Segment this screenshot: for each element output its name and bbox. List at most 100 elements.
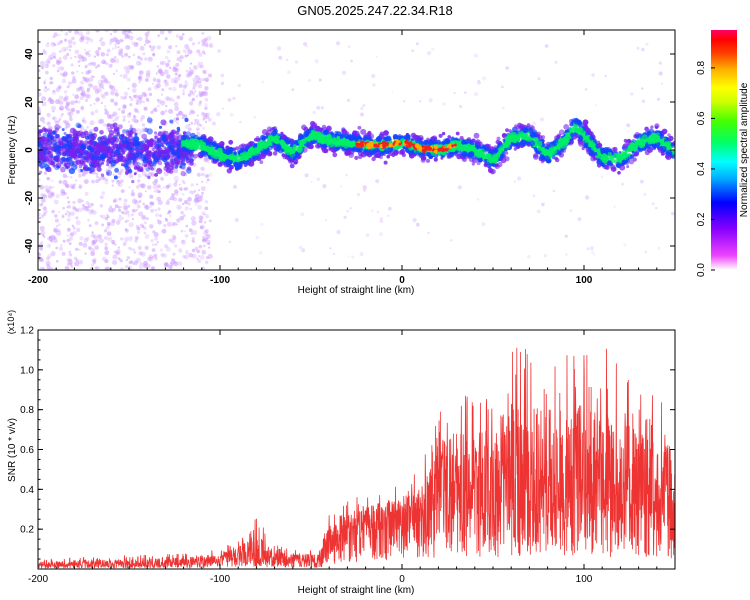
- spectrogram-noise-dot: [325, 219, 328, 222]
- spectrogram-noise-dot: [49, 76, 53, 81]
- spectrogram-noise-dot: [112, 207, 116, 212]
- spectrogram-band-dot: [176, 159, 181, 164]
- spectrogram-noise-dot: [82, 242, 88, 248]
- spectrogram-noise-dot: [221, 107, 224, 110]
- spectrogram-ridge-dot: [207, 151, 212, 156]
- spectrogram-noise-dot: [143, 221, 147, 225]
- spectrogram-noise-dot: [188, 252, 193, 258]
- spectrogram-noise-dot: [640, 179, 644, 184]
- spectrogram-noise-dot: [117, 42, 120, 45]
- spectrogram-noise-dot: [40, 241, 43, 244]
- spectrogram-ridge-dot: [604, 164, 610, 170]
- spectrogram-ridge-dot: [331, 138, 338, 145]
- spectrogram-band-dot: [38, 128, 41, 135]
- spectrogram-ridge-dot: [383, 160, 388, 165]
- spectrogram-band-dot: [110, 160, 117, 167]
- spectrogram-noise-dot: [83, 35, 88, 40]
- spectrogram-noise-dot: [143, 43, 146, 46]
- spectrogram-noise-dot: [68, 81, 71, 84]
- spectrogram-ridge-dot: [543, 148, 549, 155]
- spectrogram-noise-dot: [174, 244, 178, 248]
- spectrogram-noise-dot: [77, 60, 81, 63]
- spectrogram-noise-dot: [130, 248, 133, 251]
- spectrogram-noise-dot: [61, 215, 65, 219]
- spectrogram-noise-dot: [70, 211, 75, 216]
- spectrogram-ridge-dot: [652, 130, 656, 134]
- spectrogram-noise-dot: [42, 120, 46, 124]
- spectrogram-noise-dot: [110, 166, 113, 169]
- spectrogram-band-dot: [65, 157, 70, 162]
- spectrogram-noise-dot: [149, 205, 152, 209]
- spectrogram-noise-dot: [347, 98, 351, 102]
- spectrogram-noise-dot: [66, 196, 70, 199]
- spectrogram-band-dot: [138, 146, 143, 150]
- spectrogram-band-dot: [117, 124, 123, 130]
- spectrogram-noise-dot: [217, 49, 222, 53]
- spectrogram-noise-dot: [173, 101, 179, 107]
- spectrogram-noise-dot: [143, 260, 149, 266]
- spectrogram-noise-dot: [194, 74, 199, 79]
- spectrogram-ridge-dot: [505, 151, 509, 155]
- spectrogram-noise-dot: [66, 103, 69, 106]
- spectrogram-noise-dot: [501, 106, 505, 110]
- spectrogram-noise-dot: [78, 31, 83, 37]
- spectrogram-noise-dot: [118, 208, 122, 212]
- spectrogram-noise-dot: [190, 121, 193, 125]
- spectrogram-noise-dot: [131, 198, 138, 204]
- spectrogram-noise-dot: [154, 256, 158, 261]
- spectrogram-noise-dot: [135, 257, 141, 263]
- spectrogram-noise-dot: [85, 51, 90, 56]
- spectrogram-noise-dot: [205, 44, 209, 48]
- spectrogram-ridge-dot: [519, 133, 524, 138]
- spectrogram-ridge-dot: [534, 137, 539, 142]
- spectrogram-ridge-dot: [426, 152, 431, 157]
- spectrogram-noise-dot: [114, 243, 117, 246]
- spectrogram-noise-dot: [62, 191, 66, 195]
- spectrogram-noise-dot: [182, 113, 188, 119]
- spectrogram-ridge-dot: [266, 150, 273, 157]
- spectrogram-noise-dot: [104, 30, 109, 33]
- spectrogram-noise-dot: [87, 84, 90, 87]
- spectrogram-noise-dot: [188, 49, 193, 55]
- spectrogram-noise-dot: [123, 198, 128, 203]
- spectrogram-noise-dot: [97, 119, 103, 125]
- spectrogram-noise-dot: [105, 226, 110, 230]
- spectrogram-noise-dot: [118, 197, 122, 201]
- spectrogram-band-dot: [106, 172, 110, 176]
- spectrogram-noise-dot: [148, 45, 152, 48]
- spectrogram-noise-dot: [85, 41, 89, 45]
- spectrogram-ridge-dot: [502, 138, 506, 142]
- spectrogram-noise-dot: [118, 214, 122, 218]
- spectrogram-noise-dot: [202, 236, 205, 239]
- spectrogram-band-dot: [169, 144, 176, 151]
- spectrogram-noise-dot: [103, 123, 107, 127]
- spectrogram-noise-dot: [123, 30, 127, 33]
- spectrogram-noise-dot: [59, 40, 63, 44]
- spectrogram-ridge-dot: [459, 135, 464, 140]
- spectrogram-noise-dot: [117, 175, 121, 179]
- spectrogram-band-dot: [86, 145, 93, 151]
- spectrogram-noise-dot: [90, 263, 95, 267]
- spectrogram-ridge-dot: [444, 138, 451, 145]
- spectrogram-noise-dot: [541, 202, 545, 207]
- spectrogram-band-dot: [107, 147, 114, 154]
- spectrogram-noise-dot: [76, 227, 81, 232]
- spectrogram-noise-dot: [187, 202, 191, 206]
- spectrogram-noise-dot: [359, 252, 364, 256]
- spectrogram-noise-dot: [68, 211, 71, 214]
- spectrogram-noise-dot: [77, 207, 83, 213]
- spectrogram-noise-dot: [181, 179, 185, 183]
- spectrogram-noise-dot: [64, 32, 69, 36]
- spectrogram-noise-dot: [105, 80, 108, 83]
- spectrogram-noise-dot: [126, 77, 131, 82]
- spectrogram-noise-dot: [199, 194, 204, 198]
- spectrogram-band-dot: [129, 130, 134, 135]
- spectrogram-noise-dot: [641, 87, 644, 90]
- spectrogram-ridge-dot: [500, 154, 504, 159]
- spectrogram-band-dot: [89, 170, 93, 174]
- spectrogram-ridge-dot: [360, 128, 367, 135]
- spectrogram-ridge-dot: [537, 146, 543, 152]
- spectrogram-noise-dot: [122, 242, 127, 247]
- spectrogram-noise-dot: [163, 223, 167, 228]
- spectrogram-noise-dot: [47, 253, 52, 259]
